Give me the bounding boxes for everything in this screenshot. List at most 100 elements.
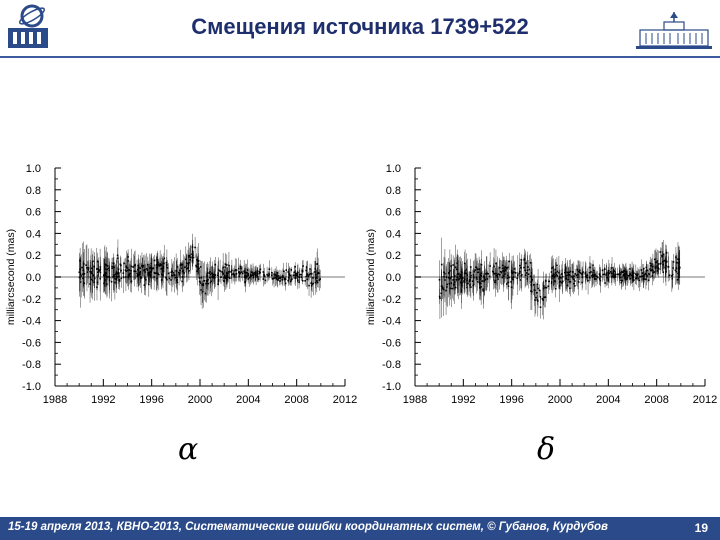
data-point xyxy=(258,272,261,274)
data-point xyxy=(586,276,588,279)
y-tick-label: -0.8 xyxy=(22,359,41,371)
data-point xyxy=(291,278,293,280)
y-tick-label: 0.0 xyxy=(386,272,401,284)
data-point xyxy=(112,276,115,278)
data-point xyxy=(211,272,213,275)
data-point xyxy=(655,261,658,264)
y-tick-label: 1.0 xyxy=(26,163,41,175)
data-point xyxy=(196,259,198,261)
data-point xyxy=(139,267,142,269)
data-point xyxy=(115,275,118,278)
data-point xyxy=(201,290,204,293)
slide-footer: 15-19 апреля 2013, КВНО-2013, Систематич… xyxy=(0,517,720,540)
data-point xyxy=(188,270,190,272)
data-point xyxy=(279,280,281,282)
data-point xyxy=(650,264,653,267)
data-point xyxy=(625,270,627,273)
data-point xyxy=(126,267,129,269)
data-point xyxy=(137,274,140,276)
chart-delta-svg: milliarcsecond (mas) 1.0 0.8 0.6 0.4 0.2 0.0 -0… xyxy=(365,163,717,406)
data-point xyxy=(208,272,211,275)
data-point xyxy=(458,277,460,280)
data-point xyxy=(511,276,513,279)
data-point xyxy=(438,278,441,281)
data-point xyxy=(263,275,266,277)
chart-alpha: milliarcsecond (mas) 1.0 0.8 0.6 0.4 0.2 0.0 -0… xyxy=(0,150,360,420)
data-point xyxy=(239,265,242,268)
data-point xyxy=(301,279,304,282)
data-point xyxy=(316,281,319,284)
data-point xyxy=(491,270,494,273)
data-point xyxy=(315,276,318,279)
data-point xyxy=(89,276,92,279)
page-title: Смещения источника 1739+522 xyxy=(191,14,529,39)
data-point xyxy=(210,280,213,283)
data-point xyxy=(206,280,208,282)
data-point xyxy=(510,271,513,274)
data-point xyxy=(652,271,655,274)
data-point xyxy=(575,274,578,277)
chart-delta: milliarcsecond (mas) 1.0 0.8 0.6 0.4 0.2 0.0 -0… xyxy=(360,150,720,420)
data-point xyxy=(620,270,623,273)
data-point xyxy=(550,271,553,273)
data-point xyxy=(96,281,99,284)
data-point xyxy=(513,268,516,270)
data-point xyxy=(204,292,207,295)
data-point xyxy=(219,270,221,272)
data-point xyxy=(672,267,674,269)
data-point xyxy=(577,273,579,276)
data-point xyxy=(217,283,219,285)
delta-symbol: δ xyxy=(537,432,556,467)
data-point xyxy=(146,269,149,272)
data-point xyxy=(535,292,538,294)
y-tick-label: -0.6 xyxy=(382,337,401,349)
institute-logo-icon xyxy=(8,4,48,48)
data-point xyxy=(578,271,581,274)
data-point xyxy=(489,265,491,267)
data-point xyxy=(141,266,144,268)
data-point xyxy=(191,246,194,248)
y-tick-label: 0.6 xyxy=(386,207,401,219)
data-point xyxy=(117,271,120,274)
data-point xyxy=(246,272,248,274)
data-point xyxy=(466,282,469,285)
data-point xyxy=(130,265,133,268)
data-point xyxy=(636,274,639,277)
data-point xyxy=(120,277,123,280)
data-point xyxy=(226,264,228,266)
data-point xyxy=(591,276,594,279)
data-point xyxy=(563,271,566,274)
data-point xyxy=(171,270,173,273)
data-point xyxy=(307,275,310,278)
data-point xyxy=(154,272,157,274)
data-point xyxy=(512,271,515,274)
data-point xyxy=(209,270,211,273)
data-point xyxy=(180,267,183,270)
data-point xyxy=(277,275,280,277)
data-point xyxy=(676,278,679,281)
data-point xyxy=(506,277,509,279)
data-point xyxy=(545,286,548,289)
data-point xyxy=(137,264,140,267)
data-point xyxy=(125,276,127,278)
data-point xyxy=(516,277,518,280)
data-point xyxy=(446,286,448,288)
data-point xyxy=(187,254,190,257)
data-point xyxy=(534,299,536,301)
x-tick-label: 2004 xyxy=(236,394,260,406)
data-point xyxy=(177,271,180,274)
data-point xyxy=(275,274,278,277)
data-point xyxy=(513,276,515,278)
data-point xyxy=(468,280,471,283)
data-point xyxy=(483,277,486,279)
data-point xyxy=(181,270,184,273)
data-point xyxy=(256,270,259,272)
data-point xyxy=(205,282,207,285)
data-point xyxy=(244,281,247,283)
data-point xyxy=(592,271,594,274)
data-point xyxy=(493,272,496,275)
data-point xyxy=(560,276,562,279)
data-point xyxy=(246,269,249,271)
data-point xyxy=(445,276,448,279)
data-point xyxy=(536,299,539,301)
